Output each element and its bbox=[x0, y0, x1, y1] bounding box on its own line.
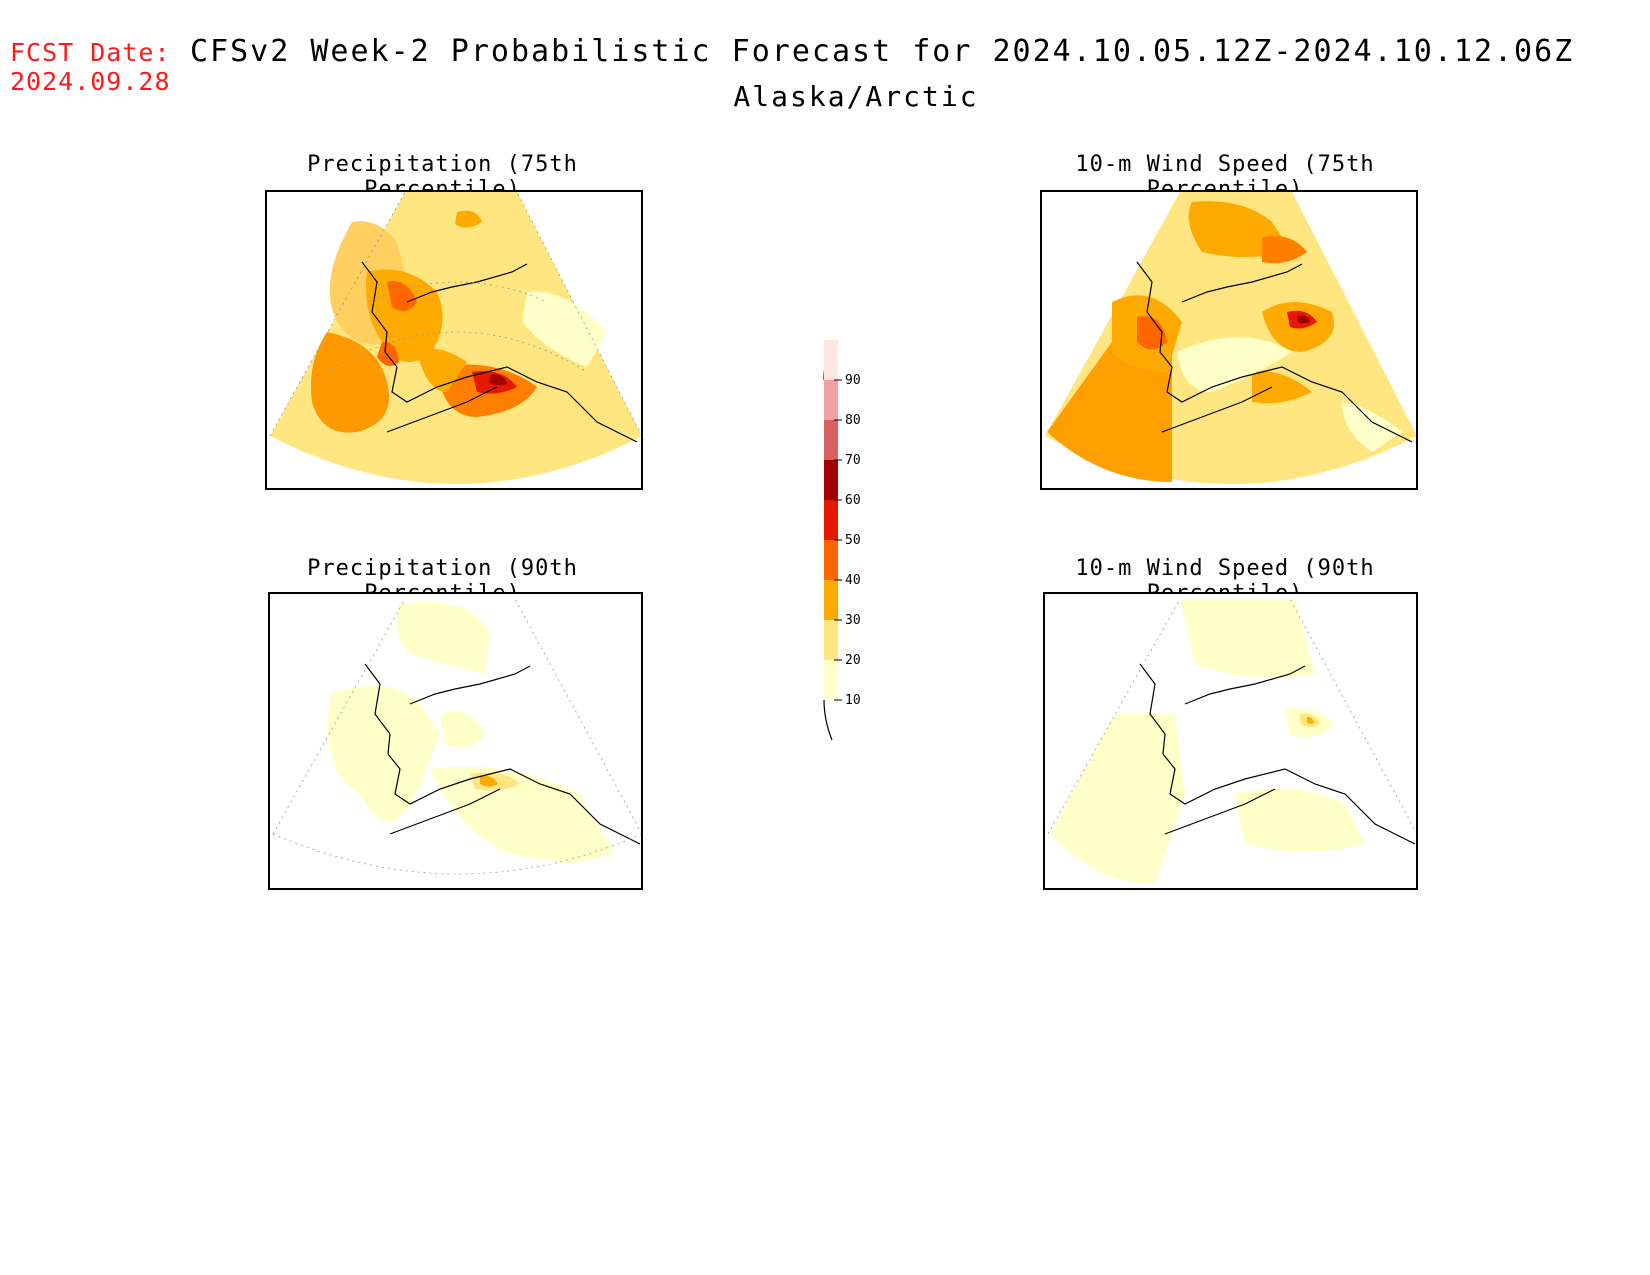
colorbar-label-4: 50 bbox=[845, 533, 861, 548]
colorbar-swatch-5 bbox=[824, 460, 838, 500]
colorbar-swatch-6 bbox=[824, 420, 838, 460]
colorbar-label-2: 30 bbox=[845, 613, 861, 628]
colorbar-swatch-1 bbox=[824, 620, 838, 660]
colorbar-swatch-0 bbox=[824, 660, 838, 700]
colorbar-label-5: 60 bbox=[845, 493, 861, 508]
colorbar-label-0: 10 bbox=[845, 693, 861, 708]
colorbar-label-6: 70 bbox=[845, 453, 861, 468]
fcst-date-caption: FCST Date: bbox=[10, 38, 171, 67]
map-panel-wind-90 bbox=[1043, 592, 1418, 890]
colorbar-swatch-8 bbox=[824, 340, 838, 380]
map-panel-precip-90 bbox=[268, 592, 643, 890]
colorbar-swatch-2 bbox=[824, 580, 838, 620]
colorbar-swatch-7 bbox=[824, 380, 838, 420]
colorbar-label-8: 90 bbox=[845, 373, 861, 388]
map-panel-wind-75 bbox=[1040, 190, 1418, 490]
fcst-date-value: 2024.09.28 bbox=[10, 67, 171, 96]
colorbar: 10 20 30 40 50 60 70 80 90 bbox=[820, 330, 880, 754]
colorbar-swatch-3 bbox=[824, 540, 838, 580]
page-title: CFSv2 Week-2 Probabilistic Forecast for … bbox=[190, 34, 1575, 69]
map-panel-precip-75 bbox=[265, 190, 643, 490]
colorbar-swatch-4 bbox=[824, 500, 838, 540]
page-subtitle: Alaska/Arctic bbox=[733, 80, 979, 113]
colorbar-label-7: 80 bbox=[845, 413, 861, 428]
panel-title-wind-75: 10-m Wind Speed (75th Percentile) bbox=[1075, 152, 1375, 202]
forecast-date-label: FCST Date: 2024.09.28 bbox=[10, 38, 171, 96]
colorbar-label-3: 40 bbox=[845, 573, 861, 588]
colorbar-label-1: 20 bbox=[845, 653, 861, 668]
